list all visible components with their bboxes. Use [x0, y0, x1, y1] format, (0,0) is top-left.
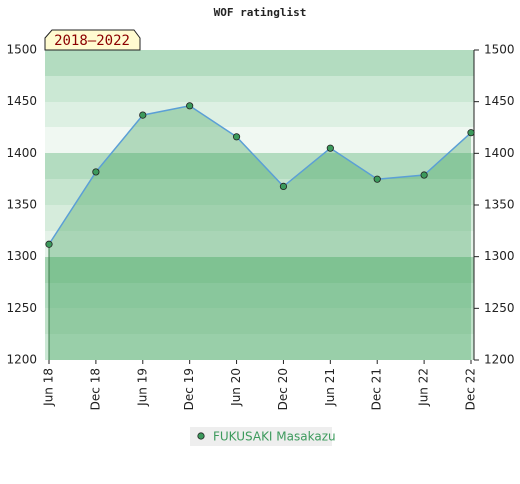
- area: [49, 105, 471, 360]
- y2-tick-label: 1450: [484, 94, 515, 108]
- marker: [139, 111, 147, 119]
- x-tick-label: Jun 20: [229, 368, 243, 407]
- y-tick-label: 1400: [6, 146, 37, 160]
- x-tick-label: Jun 22: [417, 368, 431, 407]
- marker: [373, 175, 381, 183]
- y2-tick-label: 1200: [484, 353, 515, 367]
- legend-box: [190, 427, 332, 446]
- marker: [45, 240, 53, 248]
- badge: 2018–2022: [54, 33, 130, 49]
- marker: [92, 168, 100, 176]
- y-tick-label: 1300: [6, 249, 37, 263]
- y-tick-label: 1500: [6, 43, 37, 57]
- legend-marker: [197, 432, 205, 440]
- y2-tick-label: 1400: [484, 146, 515, 160]
- marker: [326, 144, 334, 152]
- x-tick-label: Dec 22: [464, 368, 478, 410]
- y-tick-label: 1350: [6, 198, 37, 212]
- y-tick-label: 1250: [6, 301, 37, 315]
- x-tick-label: Jun 18: [42, 368, 56, 407]
- background-bands: [45, 50, 474, 360]
- chart-title: WOF ratinglist: [214, 6, 307, 19]
- line: [48, 105, 472, 245]
- x-tick-label: Jun 21: [323, 368, 337, 407]
- x-tick-label: Dec 19: [182, 368, 196, 410]
- x-tick-label: Dec 20: [276, 368, 290, 410]
- x-tick-label: Dec 21: [370, 368, 384, 410]
- y2-tick-label: 1500: [484, 43, 515, 57]
- y2-tick-label: 1300: [484, 249, 515, 263]
- y-tick-label: 1450: [6, 94, 37, 108]
- badge-box: [44, 29, 141, 51]
- marker: [420, 171, 428, 179]
- x-tick-label: Dec 18: [88, 368, 102, 410]
- y2-tick-label: 1250: [484, 301, 515, 315]
- y-tick-label: 1200: [6, 353, 37, 367]
- x-tick-label: Jun 19: [135, 368, 149, 407]
- y2-tick-label: 1350: [484, 198, 515, 212]
- marker: [232, 133, 241, 141]
- marker: [467, 129, 475, 137]
- marker: [279, 182, 288, 190]
- marker: [186, 102, 194, 110]
- legend-label: FUKUSAKI Masakazu: [213, 430, 336, 444]
